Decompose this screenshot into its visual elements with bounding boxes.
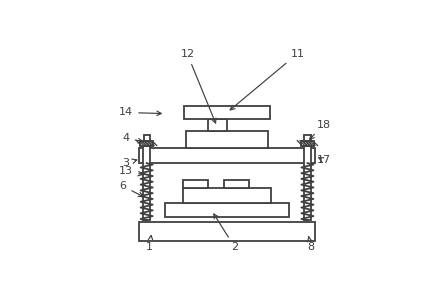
Text: 3: 3 [123, 158, 137, 168]
Text: 2: 2 [214, 214, 238, 252]
Bar [139, 221, 315, 241]
Bar [140, 141, 153, 146]
Bar [224, 180, 249, 188]
Bar [184, 106, 270, 119]
Text: 12: 12 [180, 49, 216, 123]
Text: 17: 17 [317, 155, 331, 165]
Text: 13: 13 [119, 166, 143, 176]
Bar [303, 146, 311, 221]
Text: 18: 18 [310, 120, 331, 139]
Text: 8: 8 [307, 237, 314, 252]
Bar [187, 131, 268, 148]
Text: 4: 4 [123, 133, 143, 143]
Bar [165, 203, 289, 217]
Bar [143, 146, 151, 221]
Bar [183, 180, 208, 188]
Bar [144, 135, 150, 141]
Bar [208, 119, 227, 131]
Text: 6: 6 [120, 181, 143, 196]
Bar [183, 188, 271, 203]
Text: 14: 14 [119, 108, 161, 118]
Bar [139, 148, 315, 163]
Bar [301, 141, 314, 146]
Text: 11: 11 [230, 49, 304, 110]
Text: 1: 1 [146, 235, 153, 252]
Bar [304, 135, 311, 141]
